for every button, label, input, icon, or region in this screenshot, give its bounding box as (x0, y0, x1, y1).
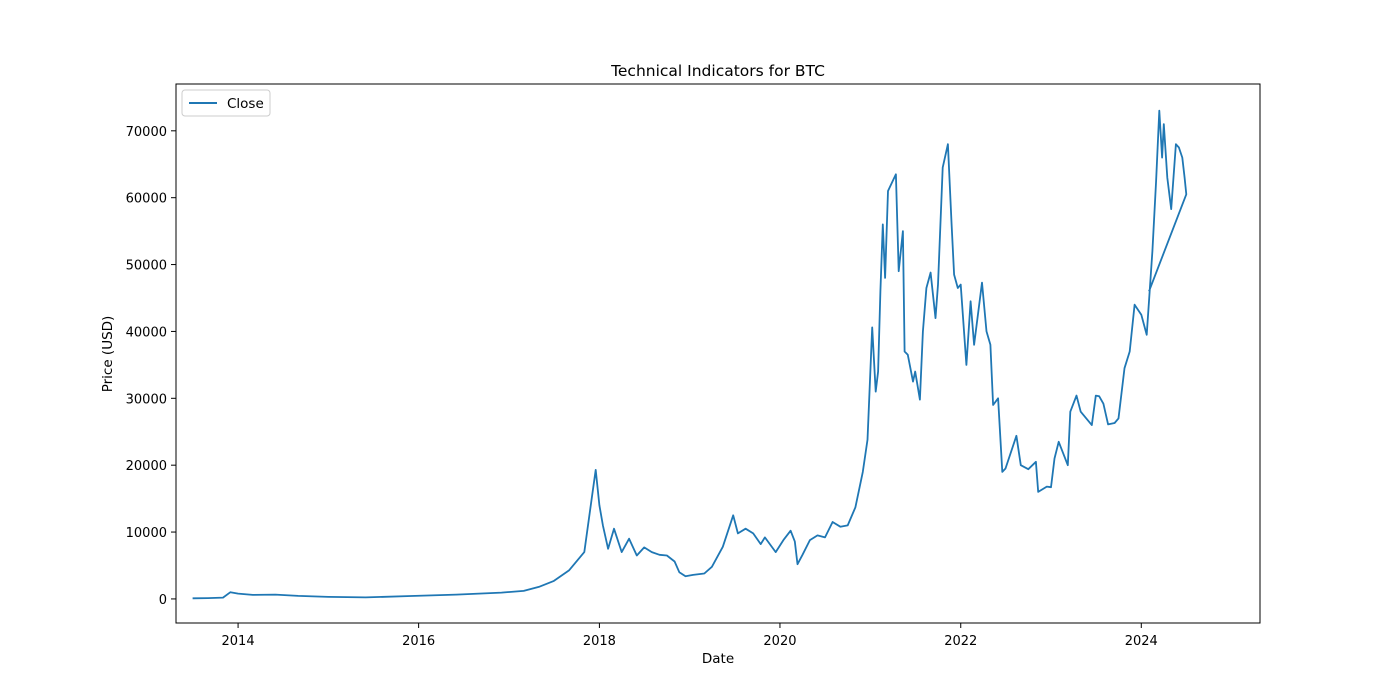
y-axis: 0 10000 20000 30000 40000 50000 60000 70000 (126, 125, 176, 608)
y-tick-label: 70000 (126, 125, 167, 140)
y-tick-label: 0 (159, 593, 167, 608)
x-axis-label: Date (702, 651, 734, 667)
legend: Close (181, 89, 271, 117)
y-tick-label: 30000 (126, 392, 167, 407)
y-tick-label: 40000 (126, 325, 167, 340)
x-tick-label: 2014 (222, 634, 255, 649)
legend-box (181, 89, 271, 117)
y-tick-label: 60000 (126, 192, 167, 207)
x-axis: 2014 2016 2018 2020 2022 2024 (222, 623, 1158, 649)
plot-area (192, 109, 1188, 600)
x-tick-label: 2020 (763, 634, 796, 649)
x-tick-label: 2016 (402, 634, 435, 649)
x-tick-label: 2018 (583, 634, 616, 649)
series-close-line (192, 109, 1188, 600)
axes-frame (175, 83, 1261, 624)
chart-title: Technical Indicators for BTC (610, 62, 825, 80)
x-tick-label: 2022 (944, 634, 977, 649)
y-tick-label: 50000 (126, 259, 167, 274)
x-tick-label: 2024 (1125, 634, 1158, 649)
y-tick-label: 20000 (126, 459, 167, 474)
y-axis-label: Price (USD) (100, 316, 116, 393)
legend-label-close: Close (227, 96, 264, 112)
y-tick-label: 10000 (126, 526, 167, 541)
